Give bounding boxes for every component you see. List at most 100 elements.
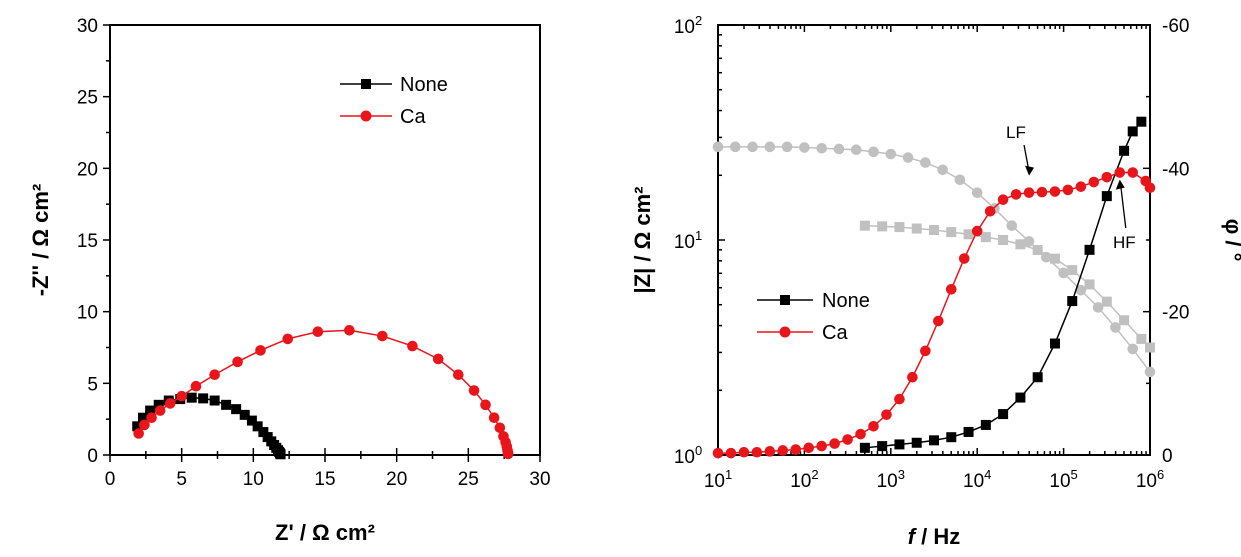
bode-annotations: LF HF (1006, 123, 1136, 252)
bode-point-ca (1144, 182, 1156, 194)
nyquist-y-tick-label: 10 (77, 303, 98, 324)
nyquist-legend: None Ca (340, 74, 448, 128)
bode-point-ca-phase (850, 144, 862, 155)
bode-point-ca-phase (833, 143, 845, 155)
bode-point-ca (1036, 186, 1048, 198)
nyquist-point-none (239, 409, 250, 420)
bode-point-ca-phase (937, 164, 948, 176)
nyquist-point-none (209, 395, 220, 406)
bode-point-none (946, 432, 957, 443)
nyquist-x-tick-label: 5 (176, 469, 187, 490)
bode-point-none (894, 439, 905, 450)
tick-base: 10 (1136, 471, 1157, 492)
bode-point-ca-phase (920, 157, 931, 168)
bode-point-none (998, 409, 1009, 420)
tick-exponent: 6 (1157, 467, 1164, 482)
bode-point-none-phase (963, 229, 974, 240)
bode-point-ca-phase (816, 142, 827, 154)
annotation-hf-arrow (1120, 185, 1127, 229)
bode-x-tick-labels: 101 102 103 104 105 106 (704, 467, 1164, 492)
bode-point-ca-phase (764, 141, 776, 153)
nyquist-point-none (275, 449, 286, 460)
bode-point-ca (777, 445, 789, 456)
bode-x-axis-title: f / Hz (908, 524, 961, 549)
legend-label-ca: Ca (822, 322, 848, 344)
nyquist-point-ca (209, 369, 220, 381)
bode-point-none (963, 426, 974, 437)
bode-point-ca (958, 253, 970, 264)
nyquist-y-tick-label: 5 (87, 374, 98, 395)
tick-exponent: 3 (898, 467, 905, 482)
nyquist-x-tick-label: 20 (386, 469, 407, 490)
nyquist-point-ca (176, 390, 187, 402)
tick-exponent: 2 (811, 467, 818, 482)
bode-point-ca-phase (747, 141, 758, 153)
bode-point-ca-phase (1075, 284, 1087, 296)
nyquist-x-axis-title: Z' / Ω cm² (275, 520, 375, 545)
bode-y-tick-labels: 100 101 102 (674, 13, 702, 468)
bode-point-ca (1049, 186, 1061, 197)
bode-point-ca-phase (1023, 236, 1035, 247)
nyquist-y-tick-label: 20 (77, 159, 98, 180)
nyquist-point-ca (432, 353, 444, 365)
tick-base: 10 (674, 447, 695, 468)
nyquist-x-tick-labels: 0 5 10 15 20 25 30 (105, 469, 551, 490)
bode-series-line-ca (718, 171, 1151, 454)
tick-base: 10 (704, 471, 725, 492)
bode-point-ca (803, 442, 815, 454)
nyquist-point-none (132, 421, 143, 432)
bode-point-ca (1114, 167, 1126, 178)
bode-point-none-phase (1015, 239, 1026, 250)
tick-base: 10 (674, 17, 695, 38)
bode-x-tick-label: 101 (704, 467, 732, 492)
bode-point-none-phase (946, 227, 957, 238)
nyquist-point-ca (154, 405, 166, 416)
nyquist-point-ca (232, 356, 243, 368)
bode-point-ca-phase (781, 141, 793, 153)
bode-plot-frame (717, 24, 1151, 456)
nyquist-series-line-ca (138, 329, 509, 455)
bode-x-tick-label: 104 (963, 467, 991, 492)
bode-point-ca-phase (1041, 251, 1052, 263)
bode-y2-tick-label: -20 (1162, 303, 1189, 324)
bode-point-none-phase (911, 223, 922, 234)
tick-base: 10 (877, 471, 898, 492)
nyquist-point-ca (282, 333, 294, 345)
bode-point-none (1049, 338, 1060, 349)
bode-point-none-phase (859, 220, 870, 231)
legend-marker-ca (360, 110, 372, 122)
annotation-lf-arrowhead (1025, 165, 1035, 176)
bode-point-none (1136, 116, 1147, 127)
bode-point-ca (881, 409, 892, 420)
nyquist-point-ca (407, 340, 418, 352)
bode-point-ca (1010, 189, 1022, 200)
bode-y-tick-label: 101 (674, 228, 702, 253)
bode-point-ca-phase (712, 141, 724, 153)
nyquist-y-tick-label: 25 (77, 88, 98, 109)
bode-x-tick-label: 105 (1049, 467, 1077, 492)
legend-marker-ca (779, 326, 791, 338)
annotation-lf: LF (1006, 123, 1026, 142)
nyquist-point-ca (377, 330, 388, 342)
bode-point-ca-phase (1006, 220, 1018, 231)
nyquist-x-tick-label: 15 (314, 469, 335, 490)
bode-point-ca (790, 444, 802, 455)
bode-point-ca (1062, 184, 1074, 196)
bode-y2-axis-title: φ / ° (1221, 219, 1241, 262)
bode-point-ca (894, 393, 905, 405)
bode-point-none (859, 442, 870, 453)
bode-point-none (980, 419, 991, 430)
nyquist-x-tick-label: 30 (529, 469, 550, 490)
bode-point-ca (971, 225, 983, 237)
bode-point-none (1015, 392, 1026, 403)
nyquist-point-none (231, 404, 242, 415)
nyquist-point-ca (480, 399, 491, 411)
nyquist-y-tick-label: 15 (77, 231, 98, 252)
bode-series-line-none (864, 121, 1142, 449)
bode-point-none-phase (1049, 253, 1060, 264)
nyquist-point-ca (494, 422, 506, 434)
bode-point-ca (751, 446, 763, 458)
nyquist-x-tick-label: 25 (458, 469, 479, 490)
legend-marker-none (361, 79, 371, 89)
nyquist-point-ca (255, 345, 266, 356)
